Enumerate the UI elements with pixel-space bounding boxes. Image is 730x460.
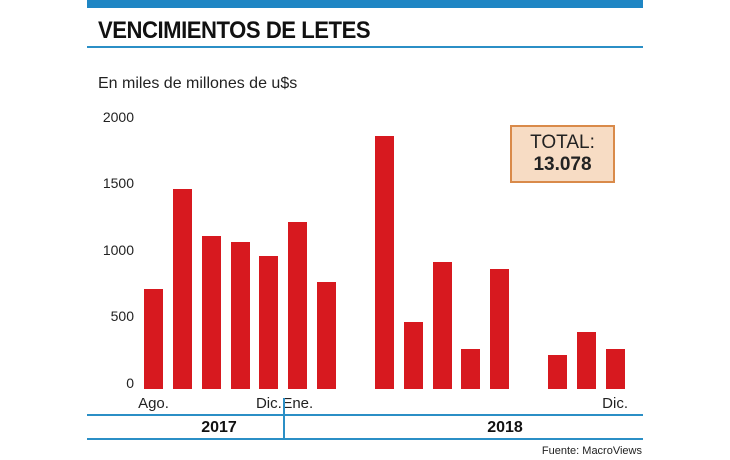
bar-4 xyxy=(259,255,279,389)
x-tick-label: Dic. xyxy=(255,395,282,412)
year-label-2018: 2018 xyxy=(487,419,523,436)
bar-12 xyxy=(490,269,510,389)
bar-16 xyxy=(605,348,625,389)
y-tick-label: 1500 xyxy=(102,175,134,192)
source-note: Fuente: MacroViews xyxy=(541,445,642,457)
y-tick-label: 1000 xyxy=(102,241,134,258)
axis-divider xyxy=(87,414,643,416)
bar-6 xyxy=(317,282,337,389)
chart-title: VENCIMIENTOS DE LETES xyxy=(98,17,371,44)
bottom-divider xyxy=(87,438,643,440)
bar-14 xyxy=(547,355,567,389)
title-divider xyxy=(87,46,643,48)
year-divider xyxy=(283,398,285,438)
total-value: 13.078 xyxy=(533,154,592,175)
bar-5 xyxy=(288,222,308,389)
bar-3 xyxy=(230,242,250,389)
top-accent-bar xyxy=(87,0,643,8)
bar-15 xyxy=(576,332,596,389)
bar-10 xyxy=(432,262,452,389)
x-tick-label: Dic. xyxy=(602,395,629,412)
total-label: TOTAL: xyxy=(530,132,595,153)
chart-subtitle: En miles de millones de u$s xyxy=(98,75,298,92)
y-tick-label: 2000 xyxy=(102,108,134,125)
bar-2 xyxy=(201,235,221,389)
bar-8 xyxy=(374,136,394,389)
total-box: TOTAL: 13.078 xyxy=(510,125,615,183)
year-label-2017: 2017 xyxy=(201,419,237,436)
bar-0 xyxy=(144,288,163,389)
bar-9 xyxy=(403,322,423,389)
bar-1 xyxy=(172,189,192,389)
bar-11 xyxy=(461,348,481,389)
y-tick-label: 500 xyxy=(110,308,134,325)
x-tick-label: Ene. xyxy=(282,395,314,412)
y-tick-label: 0 xyxy=(126,374,134,391)
x-tick-label: Ago. xyxy=(138,395,169,412)
